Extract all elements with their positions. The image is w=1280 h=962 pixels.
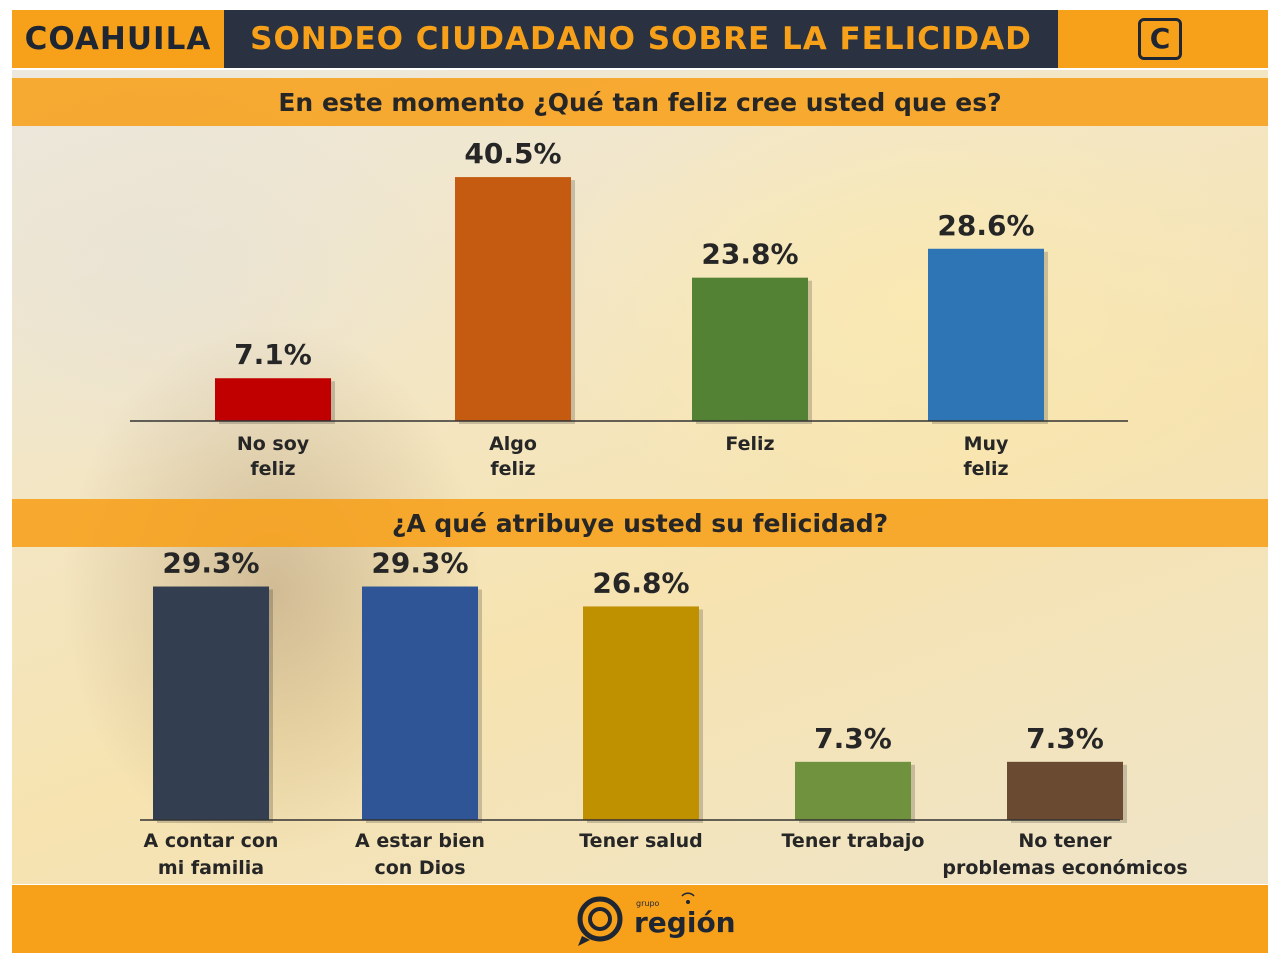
- c1-value-label-3: 28.6%: [937, 209, 1034, 242]
- c1-value-label-1: 40.5%: [464, 137, 561, 170]
- c2-category-label-0-0: A contar con: [144, 830, 279, 852]
- c2-value-label-1: 29.3%: [371, 547, 468, 580]
- c1-bar-2: [692, 277, 808, 421]
- c1-category-label-0-1: feliz: [250, 458, 295, 480]
- c1-value-label-0: 7.1%: [234, 338, 312, 371]
- c1-category-label-1-0: Algo: [489, 433, 537, 455]
- c2-category-label-1-0: A estar bien: [355, 830, 485, 852]
- grupo-region-logo: grupo región: [577, 892, 736, 946]
- c2-category-label-1-1: con Dios: [374, 857, 465, 879]
- c2-value-label-0: 29.3%: [162, 547, 259, 580]
- c1-category-label-1-1: feliz: [490, 458, 535, 480]
- c2-bar-2: [583, 606, 699, 820]
- c1-category-label-3-0: Muy: [964, 433, 1009, 455]
- footer-bar: grupo región: [12, 885, 1268, 953]
- c2-category-label-4-1: problemas económicos: [942, 857, 1187, 879]
- c2-category-label-3-0: Tener trabajo: [782, 830, 925, 852]
- c2-bar-3: [795, 761, 911, 820]
- c1-bar-1: [455, 177, 571, 421]
- c1-bar-3: [928, 248, 1044, 421]
- brand-c-icon: C: [1138, 18, 1182, 60]
- c2-bar-0: [153, 586, 269, 820]
- chart1-question: En este momento ¿Qué tan feliz cree uste…: [12, 78, 1268, 126]
- page-title: SONDEO CIUDADANO SOBRE LA FELICIDAD: [224, 10, 1058, 68]
- svg-text:región: región: [634, 906, 736, 939]
- c1-category-label-3-1: feliz: [963, 458, 1008, 480]
- chart2-question: ¿A qué atribuye usted su felicidad?: [12, 499, 1268, 547]
- c2-bar-1: [362, 586, 478, 820]
- c2-category-label-2-0: Tener salud: [579, 830, 703, 852]
- c2-category-label-4-0: No tener: [1018, 830, 1112, 852]
- c1-bar-0: [215, 378, 331, 421]
- c2-value-label-3: 7.3%: [814, 722, 892, 755]
- header-logo-area: C: [1058, 10, 1268, 68]
- c2-category-label-0-1: mi familia: [158, 857, 264, 879]
- c1-category-label-0-0: No soy: [237, 433, 310, 455]
- svg-text:grupo: grupo: [636, 899, 660, 908]
- c1-category-label-2-0: Feliz: [725, 433, 774, 455]
- header-bar: COAHUILA SONDEO CIUDADANO SOBRE LA FELIC…: [12, 10, 1268, 68]
- c2-value-label-2: 26.8%: [592, 566, 689, 599]
- c2-bar-4: [1007, 761, 1123, 820]
- c2-value-label-4: 7.3%: [1026, 722, 1104, 755]
- c1-value-label-2: 23.8%: [701, 238, 798, 271]
- region-label: COAHUILA: [12, 10, 224, 68]
